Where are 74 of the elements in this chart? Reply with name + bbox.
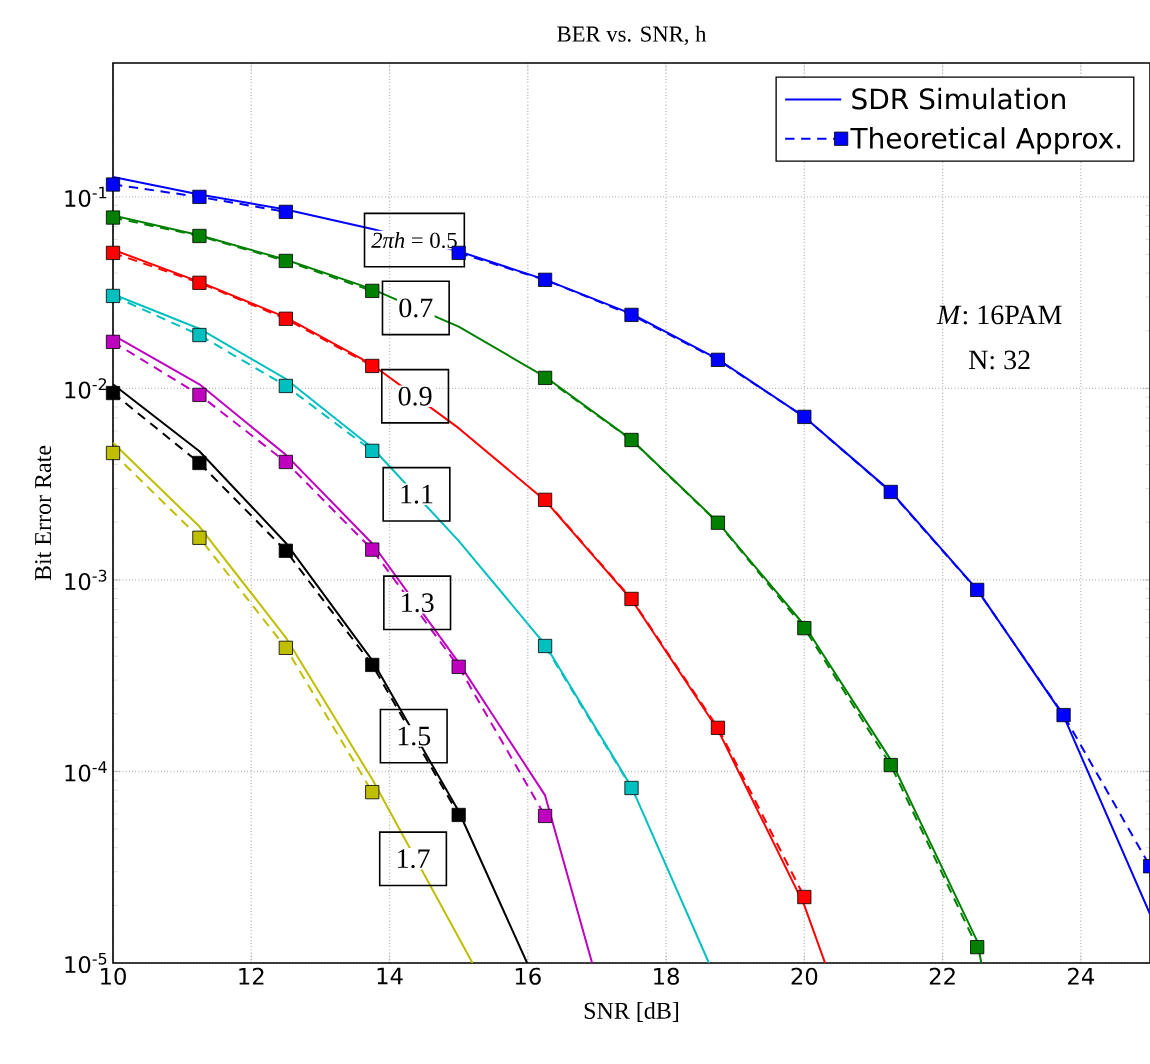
- point: [797, 889, 812, 905]
- annotation: 0.7: [399, 298, 433, 318]
- x-tick-label: 24: [1068, 967, 1095, 985]
- point: [883, 484, 898, 500]
- point: [192, 387, 207, 402]
- point: [970, 582, 985, 597]
- y-tick-label: 10$^{-4}$: [65, 761, 107, 782]
- point: [105, 288, 121, 303]
- legend-label: Theoretical Approx.: [850, 127, 1121, 155]
- point: [624, 780, 639, 796]
- point: [624, 591, 639, 606]
- point: [451, 659, 466, 674]
- x-axis-title: SNR [dB]: [584, 1001, 679, 1022]
- x-tick-label: 14: [377, 967, 403, 985]
- point: [105, 177, 121, 192]
- y-tick-label: 10$^{-3}$: [65, 569, 107, 591]
- point: [538, 272, 553, 287]
- x-tick-label: 18: [654, 967, 679, 985]
- point: [365, 785, 380, 800]
- y-tick-label: 10$^{-1}$: [65, 186, 107, 207]
- point: [278, 311, 293, 326]
- x-tick-label: 22: [929, 967, 955, 985]
- point: [278, 378, 293, 394]
- point: [710, 720, 725, 735]
- point: [105, 385, 121, 401]
- point: [278, 640, 293, 655]
- point: [1056, 708, 1071, 723]
- x-tick-label: 16: [515, 967, 541, 985]
- point: [192, 189, 207, 204]
- annotation: 1.7: [398, 849, 430, 869]
- point: [192, 327, 207, 343]
- x-tick-label: 20: [791, 967, 818, 985]
- point: [365, 358, 380, 374]
- point: [883, 758, 898, 773]
- point: [797, 409, 812, 424]
- point: [278, 454, 293, 470]
- point: [365, 657, 380, 672]
- point: [624, 432, 639, 448]
- annotation: 0.9: [398, 386, 432, 406]
- point: [105, 445, 121, 461]
- y-axis-title: Bit Error Rate: [35, 445, 52, 581]
- annotation: 1.5: [398, 726, 431, 746]
- legend-label: SDR Simulation: [852, 87, 1065, 110]
- chart-title: BER vs. SNR, h: [557, 25, 707, 45]
- point: [365, 542, 380, 557]
- x-tick-label: 12: [239, 967, 264, 985]
- point: [192, 530, 207, 545]
- point: [192, 455, 207, 471]
- point: [538, 638, 553, 654]
- point: [710, 515, 725, 530]
- point: [538, 808, 553, 823]
- point: [278, 543, 293, 558]
- annotation: N: 32: [968, 350, 1030, 370]
- point: [970, 940, 985, 955]
- point: [105, 210, 121, 225]
- point: [365, 283, 380, 298]
- y-tick-label: 10$^{-2}$: [65, 378, 107, 399]
- point: [538, 370, 553, 385]
- point: [624, 307, 639, 322]
- point: [451, 807, 466, 822]
- point: [797, 621, 812, 636]
- point: [278, 204, 293, 219]
- point: [710, 352, 725, 367]
- annotation: 2πh = 0.5: [371, 232, 457, 249]
- point: [192, 275, 207, 290]
- point: [192, 228, 207, 244]
- annotation: 1.3: [402, 593, 434, 613]
- point: [105, 334, 121, 349]
- point: [278, 253, 293, 268]
- point: [538, 492, 553, 507]
- point: [105, 245, 121, 260]
- point: [365, 443, 380, 458]
- annotation: M: 16PAM: [936, 305, 1062, 325]
- annotation: 1.1: [401, 484, 433, 504]
